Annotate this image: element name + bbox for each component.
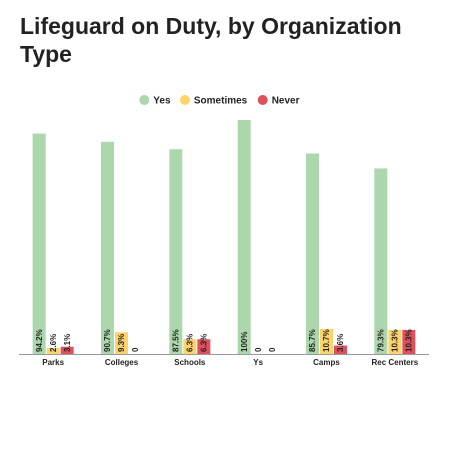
- bar: [101, 141, 114, 354]
- bar: [320, 328, 333, 354]
- value-label: 90.7%: [103, 329, 112, 352]
- bar: [237, 120, 251, 354]
- x-tick-label: Rec Centers: [371, 358, 418, 367]
- legend-marker: [139, 95, 150, 105]
- x-tick-label: Camps: [313, 358, 340, 367]
- value-label: 87.5%: [171, 329, 180, 352]
- value-label: 100%: [240, 332, 249, 352]
- value-label: 85.7%: [308, 329, 317, 352]
- legend-label: Yes: [153, 96, 171, 107]
- value-label: 2.6%: [49, 334, 58, 352]
- bar: [334, 345, 347, 354]
- bar: [169, 149, 183, 354]
- value-label: 0: [254, 347, 263, 352]
- value-label: 79.3%: [376, 329, 385, 352]
- value-label: 6.3%: [185, 334, 194, 352]
- bar: [388, 329, 402, 354]
- bar: [374, 168, 388, 354]
- value-label: 6.3%: [199, 334, 208, 352]
- value-label: 10.3%: [404, 329, 413, 352]
- bar: [197, 339, 211, 354]
- value-label: 3.1%: [63, 334, 72, 352]
- value-label: 9.3%: [117, 334, 126, 352]
- bar: [60, 346, 74, 354]
- bar: [46, 347, 60, 354]
- value-label: 10.3%: [390, 329, 399, 352]
- bar: [183, 339, 197, 354]
- chart-title: Lifeguard on Duty, by Organization Type: [20, 13, 402, 67]
- value-label: 10.7%: [322, 329, 331, 352]
- legend-marker: [179, 95, 190, 105]
- x-tick-label: Schools: [174, 358, 206, 367]
- bar: [402, 329, 416, 354]
- value-label: 94.2%: [35, 329, 44, 352]
- legend-label: Sometimes: [194, 96, 248, 107]
- x-tick-label: Ys: [253, 358, 263, 367]
- value-label: 0: [268, 347, 277, 352]
- bar: [32, 133, 46, 354]
- value-label: 0: [131, 347, 140, 352]
- x-tick-label: Parks: [42, 358, 64, 367]
- legend-marker: [257, 95, 268, 105]
- bar: [115, 332, 128, 354]
- value-label: 3.6%: [336, 334, 345, 352]
- bar: [306, 153, 319, 354]
- legend-label: Never: [272, 96, 300, 107]
- x-tick-label: Colleges: [105, 358, 139, 367]
